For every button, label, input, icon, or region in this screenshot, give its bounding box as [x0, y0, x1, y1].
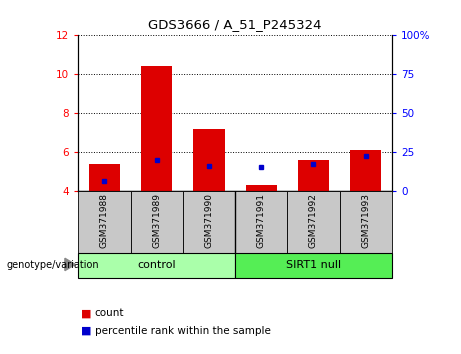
Bar: [350, 150, 381, 191]
Bar: [130, 191, 183, 253]
Bar: [298, 160, 329, 191]
Bar: [141, 66, 172, 191]
Bar: [287, 191, 340, 253]
Text: GSM371989: GSM371989: [152, 193, 161, 249]
Text: GSM371992: GSM371992: [309, 193, 318, 249]
Bar: [235, 253, 392, 278]
Bar: [78, 253, 235, 278]
Bar: [246, 185, 277, 191]
Bar: [78, 191, 130, 253]
Bar: [340, 191, 392, 253]
Text: GSM371988: GSM371988: [100, 193, 109, 249]
Title: GDS3666 / A_51_P245324: GDS3666 / A_51_P245324: [148, 18, 322, 32]
Text: genotype/variation: genotype/variation: [7, 260, 100, 270]
Text: GSM371990: GSM371990: [205, 193, 213, 249]
Bar: [193, 129, 225, 191]
Text: GSM371991: GSM371991: [257, 193, 266, 249]
Text: ■: ■: [81, 308, 91, 318]
Text: percentile rank within the sample: percentile rank within the sample: [95, 326, 271, 336]
Text: ■: ■: [81, 326, 91, 336]
Text: SIRT1 null: SIRT1 null: [286, 261, 341, 270]
Text: GSM371993: GSM371993: [361, 193, 370, 249]
Text: control: control: [137, 261, 176, 270]
Bar: [235, 191, 287, 253]
Bar: [183, 191, 235, 253]
Bar: [89, 164, 120, 191]
Polygon shape: [65, 258, 75, 270]
Text: count: count: [95, 308, 124, 318]
